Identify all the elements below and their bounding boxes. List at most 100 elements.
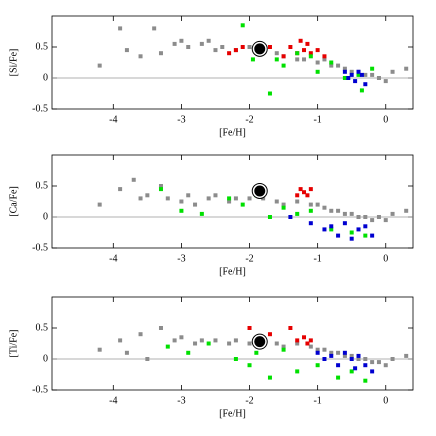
point [363, 357, 368, 361]
point [322, 357, 327, 361]
x-axis-label: [Fe/H] [219, 127, 246, 138]
point [315, 202, 320, 207]
point [336, 208, 341, 213]
point [247, 196, 252, 201]
x-axis-label: [Fe/H] [219, 408, 246, 419]
point [199, 338, 204, 343]
point [383, 218, 388, 223]
point [186, 45, 191, 49]
point [308, 202, 313, 207]
point [349, 230, 354, 235]
point [349, 369, 354, 374]
point [233, 338, 238, 343]
point [138, 332, 143, 337]
point [356, 357, 361, 361]
point [376, 76, 381, 80]
point [298, 187, 303, 192]
point [349, 211, 354, 216]
point [165, 196, 170, 201]
point [370, 218, 375, 223]
point [305, 193, 310, 198]
point [158, 326, 163, 330]
point [315, 48, 320, 53]
point [281, 344, 286, 349]
point [329, 350, 334, 355]
point [165, 344, 170, 349]
point [261, 196, 266, 201]
point [370, 369, 375, 374]
y-tick-label: -0.5 [32, 384, 48, 395]
point [267, 332, 272, 337]
point [179, 208, 184, 213]
point [186, 193, 191, 198]
point [288, 45, 293, 49]
x-tick-label: -1 [313, 114, 321, 125]
point [206, 341, 211, 346]
point [342, 353, 347, 358]
point [124, 48, 129, 53]
point [322, 347, 327, 352]
x-tick-label: -2 [245, 253, 253, 264]
point [342, 221, 347, 226]
point [152, 26, 157, 31]
plot-frame [51, 15, 414, 110]
point [315, 363, 320, 368]
point [315, 350, 320, 355]
point [233, 196, 238, 201]
x-tick-label: 0 [383, 395, 388, 406]
y-tick-label: 0.5 [36, 322, 49, 333]
point [295, 369, 300, 374]
point [329, 224, 334, 229]
x-tick-label: 0 [383, 253, 388, 264]
point [281, 63, 286, 68]
point [186, 350, 191, 355]
point [363, 378, 368, 383]
point [295, 199, 300, 204]
point [274, 51, 279, 56]
point [336, 350, 341, 355]
point [308, 187, 313, 192]
point [336, 363, 341, 368]
point [233, 357, 238, 361]
point [179, 38, 184, 43]
point [227, 199, 232, 204]
point [295, 57, 300, 62]
point [206, 196, 211, 201]
point [97, 202, 102, 207]
point [254, 43, 266, 55]
point [206, 38, 211, 43]
point [227, 51, 232, 56]
point [118, 26, 123, 31]
point [267, 215, 272, 219]
point [329, 63, 334, 68]
point [305, 41, 310, 46]
point [404, 208, 409, 213]
point [295, 211, 300, 216]
point [124, 350, 129, 355]
point [145, 193, 150, 198]
point [383, 79, 388, 84]
point [363, 215, 368, 219]
y-tick-label: 0 [43, 72, 48, 83]
point [158, 51, 163, 56]
point [138, 54, 143, 59]
x-axis-label: [Fe/H] [219, 266, 246, 277]
point [308, 344, 313, 349]
point [329, 60, 334, 65]
point [213, 193, 218, 198]
point [199, 41, 204, 46]
point [281, 347, 286, 352]
point [315, 60, 320, 65]
point [349, 72, 354, 77]
point [370, 72, 375, 77]
point [302, 335, 307, 340]
point [274, 57, 279, 62]
point [267, 91, 272, 96]
point [308, 208, 313, 213]
x-tick-label: -3 [177, 395, 185, 406]
y-tick-label: 0 [43, 353, 48, 364]
point [254, 336, 266, 348]
point [179, 335, 184, 340]
point [295, 193, 300, 198]
point [240, 45, 245, 49]
